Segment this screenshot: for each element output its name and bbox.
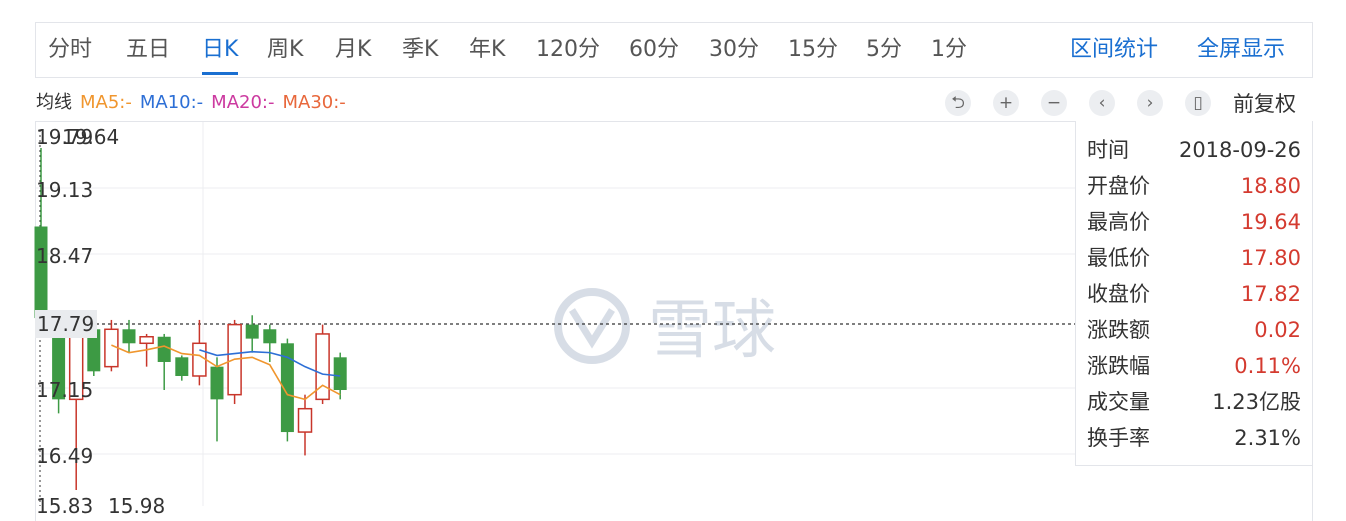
tab-monthly-k[interactable]: 月K [335,37,372,62]
tab-120min[interactable]: 120分 [536,37,600,62]
prev-icon[interactable]: ‹ [1089,90,1115,116]
candle-body [139,336,154,345]
ma30-legend: MA30:- [282,92,346,113]
zoom-out-icon[interactable]: − [1041,90,1067,116]
y-tick: 16.49 [36,444,94,468]
watermark-text: 雪球 [648,294,776,368]
candle-body [280,343,294,433]
xueqiu-watermark: 雪球 [554,288,776,368]
info-row-low: 最低价 17.80 [1087,246,1301,270]
undo-icon[interactable]: ⮌ [945,90,971,116]
info-row-volume: 成交量 1.23亿股 [1087,390,1301,414]
info-row-change: 涨跌额 0.02 [1087,318,1301,342]
tab-15min[interactable]: 15分 [788,37,838,62]
y-tick-top: 19.79 [36,125,94,149]
info-row-open: 开盘价 18.80 [1087,174,1301,198]
y-tick-bottom: 15.83 [36,494,94,518]
candle-body [157,336,171,362]
tab-quarterly-k[interactable]: 季K [402,37,439,62]
candle-body [87,329,101,372]
candle-body [122,329,136,344]
candle-body [245,324,259,339]
price-adjust-select[interactable]: 前复权 [1233,92,1296,116]
tab-30min[interactable]: 30分 [709,37,759,62]
candle-body [210,366,224,400]
candle-body [175,357,189,376]
y-tick: 17.15 [36,378,94,402]
current-price-tag: 17.79 [35,310,97,338]
fullscreen-link[interactable]: 全屏显示 [1197,37,1286,62]
tab-fenshi[interactable]: 分时 [48,37,93,62]
info-row-change-pct: 涨跌幅 0.11% [1087,354,1301,378]
tab-wuri[interactable]: 五日 [126,37,171,62]
tab-1min[interactable]: 1分 [931,37,967,62]
tab-weekly-k[interactable]: 周K [267,37,304,62]
y-tick: 18.47 [36,244,94,268]
next-icon[interactable]: › [1137,90,1163,116]
quote-info-panel: 时间 2018-09-26 开盘价 18.80 最高价 19.64 最低价 17.80 … [1075,121,1313,466]
candle-body [297,407,313,433]
candle-body [333,357,347,391]
info-row-high: 最高价 19.64 [1087,210,1301,234]
ma-legend: 均线 MA5:- MA10:- MA20:- MA30:- [36,88,354,113]
candle-body [192,342,207,377]
high-price-label: 19.64 [62,125,120,149]
kline-chart[interactable]: 雪球 [0,0,1346,506]
info-row-time: 时间 2018-09-26 [1087,138,1301,162]
ma5-legend: MA5:- [80,92,132,113]
candle-body [104,328,119,368]
zoom-in-icon[interactable]: + [993,90,1019,116]
ma20-legend: MA20:- [211,92,275,113]
ma-label: 均线 [36,92,72,113]
ma5-line [111,344,341,401]
tab-60min[interactable]: 60分 [629,37,679,62]
y-tick: 19.13 [36,178,94,202]
info-row-turnover: 换手率 2.31% [1087,426,1301,450]
ma10-line [199,349,341,377]
tab-yearly-k[interactable]: 年K [469,37,506,62]
candle-body [34,226,48,319]
candle-icon[interactable]: ▯ [1185,90,1211,116]
info-row-close: 收盘价 17.82 [1087,282,1301,306]
ma10-legend: MA10:- [139,92,204,113]
candle-body [52,319,66,400]
range-stats-link[interactable]: 区间统计 [1070,37,1159,62]
period-tab-bar: 分时 五日 日K 周K 月K 季K 年K 120分 60分 30分 15分 5分… [35,22,1313,78]
candle-body [315,333,330,401]
tab-5min[interactable]: 5分 [866,37,902,62]
candle-body [263,329,277,344]
tab-daily-k[interactable]: 日K [202,23,239,77]
low-price-label: 15.98 [108,494,166,518]
